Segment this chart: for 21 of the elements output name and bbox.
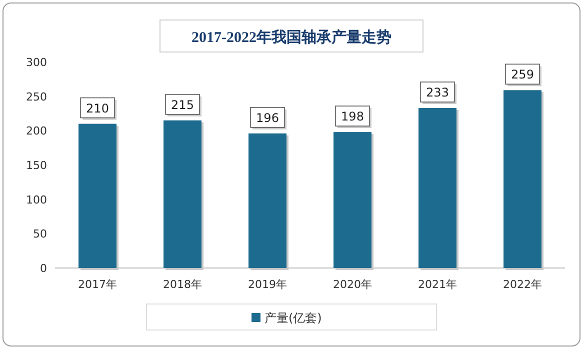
y-tick-label: 300 (26, 56, 47, 69)
x-tick-label: 2017年 (78, 278, 117, 291)
data-label: 259 (511, 68, 534, 82)
y-tick-label: 150 (26, 159, 47, 172)
data-label: 210 (86, 101, 109, 116)
data-label: 196 (256, 110, 279, 125)
y-tick-label: 0 (40, 262, 47, 275)
data-label: 215 (171, 98, 194, 112)
y-tick-label: 50 (33, 228, 47, 241)
x-tick-label: 2022年 (503, 278, 542, 291)
legend-label: 产量(亿套) (264, 311, 322, 325)
x-tick-label: 2021年 (418, 278, 457, 291)
x-tick-label: 2019年 (248, 278, 287, 291)
y-tick-label: 200 (26, 124, 47, 138)
data-label: 233 (426, 86, 449, 100)
y-tick-label: 100 (26, 193, 47, 206)
chart-title: 2017-2022年我国轴承产量走势 (192, 29, 392, 46)
x-tick-label: 2018年 (163, 278, 202, 291)
data-label: 198 (341, 110, 364, 124)
y-tick-label: 250 (26, 90, 47, 104)
x-tick-label: 2020年 (333, 278, 372, 291)
